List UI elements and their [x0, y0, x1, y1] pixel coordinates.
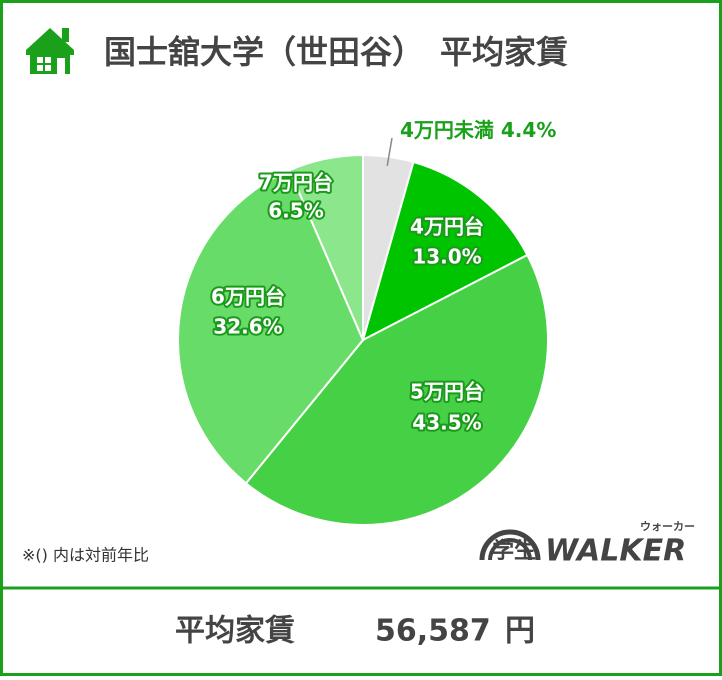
- value-label: 13.0%: [412, 245, 481, 269]
- logo-reading: ウォーカー: [640, 520, 695, 533]
- category-label: 7万円台: [259, 171, 333, 195]
- logo-text: 学生: [492, 538, 536, 564]
- footer-unit: 円: [505, 614, 535, 649]
- leader-line: [386, 137, 393, 167]
- slice-label: 4万円未満 4.4%: [400, 118, 556, 142]
- footer-amount: 56,587: [375, 614, 491, 649]
- category-label: 4万円未満: [400, 118, 494, 142]
- pie-slice: [177, 168, 365, 485]
- value-label: 6.5%: [268, 199, 323, 223]
- footer-label: 平均家賃: [175, 614, 295, 649]
- pie-slice: [244, 253, 549, 526]
- logo: 学生 WALKER ウォーカー: [479, 520, 695, 569]
- pie-slice: [361, 160, 529, 342]
- note: ※() 内は対前年比: [22, 546, 149, 565]
- house-icon: [26, 28, 74, 74]
- category-label: 5万円台: [410, 380, 484, 404]
- chart-title: 国士舘大学（世田谷） 平均家賃: [104, 33, 568, 71]
- category-label: 6万円台: [211, 285, 285, 309]
- pie: [177, 153, 549, 526]
- logo-brand: WALKER: [545, 534, 686, 569]
- value-label: 4.4%: [501, 118, 556, 142]
- value-label: 43.5%: [412, 411, 481, 435]
- value-label: 32.6%: [213, 315, 282, 339]
- category-label: 4万円台: [410, 215, 484, 239]
- pie-slice: [288, 153, 364, 341]
